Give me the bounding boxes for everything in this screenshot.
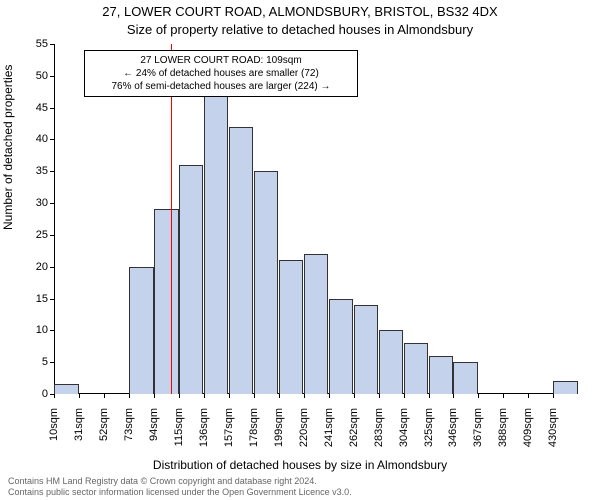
attribution-line2: Contains public sector information licen… xyxy=(8,487,352,498)
histogram-bar xyxy=(179,165,203,394)
xtick-label: 430sqm xyxy=(547,408,559,458)
xtick-label: 283sqm xyxy=(373,408,385,458)
annotation-line: ← 24% of detached houses are smaller (72… xyxy=(91,67,351,80)
ytick-label: 30 xyxy=(18,197,48,209)
histogram-bar xyxy=(279,260,303,394)
histogram-bar xyxy=(404,343,428,394)
histogram-bar xyxy=(453,362,477,394)
annotation-box: 27 LOWER COURT ROAD: 109sqm← 24% of deta… xyxy=(84,50,358,97)
histogram-bar xyxy=(354,305,378,394)
chart-title-line1: 27, LOWER COURT ROAD, ALMONDSBURY, BRIST… xyxy=(0,4,600,19)
histogram-bar xyxy=(379,330,403,394)
histogram-bar xyxy=(229,127,253,394)
plot-area: 051015202530354045505510sqm31sqm52sqm73s… xyxy=(54,44,578,394)
xtick-label: 94sqm xyxy=(148,408,160,458)
attribution-line1: Contains HM Land Registry data © Crown c… xyxy=(8,476,352,487)
histogram-bar xyxy=(429,356,453,394)
xtick-label: 304sqm xyxy=(398,408,410,458)
ytick-label: 10 xyxy=(18,324,48,336)
histogram-bar xyxy=(204,76,228,394)
xtick-label: 325sqm xyxy=(423,408,435,458)
ytick-label: 15 xyxy=(18,293,48,305)
ytick-label: 5 xyxy=(18,356,48,368)
xtick-label: 52sqm xyxy=(98,408,110,458)
xtick-label: 220sqm xyxy=(298,408,310,458)
xtick-label: 157sqm xyxy=(223,408,235,458)
histogram-bar xyxy=(129,267,153,394)
chart-container: 27, LOWER COURT ROAD, ALMONDSBURY, BRIST… xyxy=(0,0,600,500)
ytick-label: 45 xyxy=(18,102,48,114)
ytick-label: 55 xyxy=(18,38,48,50)
histogram-bar xyxy=(304,254,328,394)
chart-title-line2: Size of property relative to detached ho… xyxy=(0,22,600,37)
annotation-line: 76% of semi-detached houses are larger (… xyxy=(91,80,351,93)
xtick-label: 73sqm xyxy=(123,408,135,458)
xtick-label: 136sqm xyxy=(198,408,210,458)
ytick-label: 35 xyxy=(18,165,48,177)
xtick-label: 346sqm xyxy=(447,408,459,458)
ytick-label: 20 xyxy=(18,261,48,273)
xtick-label: 262sqm xyxy=(348,408,360,458)
x-axis-label: Distribution of detached houses by size … xyxy=(0,458,600,472)
ytick-label: 0 xyxy=(18,388,48,400)
xtick-label: 115sqm xyxy=(173,408,185,458)
xtick-label: 10sqm xyxy=(48,408,60,458)
ytick-label: 40 xyxy=(18,133,48,145)
histogram-bar xyxy=(254,171,278,394)
annotation-line: 27 LOWER COURT ROAD: 109sqm xyxy=(91,54,351,67)
xtick-label: 367sqm xyxy=(472,408,484,458)
ytick-label: 25 xyxy=(18,229,48,241)
histogram-bar xyxy=(154,209,178,394)
xtick-label: 241sqm xyxy=(323,408,335,458)
histogram-bar xyxy=(329,299,353,394)
attribution-text: Contains HM Land Registry data © Crown c… xyxy=(8,476,352,498)
y-axis-label: Number of detached properties xyxy=(1,65,15,230)
histogram-bar xyxy=(54,384,78,394)
xtick-label: 409sqm xyxy=(522,408,534,458)
xtick-label: 178sqm xyxy=(248,408,260,458)
ytick-label: 50 xyxy=(18,70,48,82)
xtick-label: 199sqm xyxy=(273,408,285,458)
xtick-label: 388sqm xyxy=(497,408,509,458)
xtick-label: 31sqm xyxy=(73,408,85,458)
histogram-bar xyxy=(553,381,577,394)
